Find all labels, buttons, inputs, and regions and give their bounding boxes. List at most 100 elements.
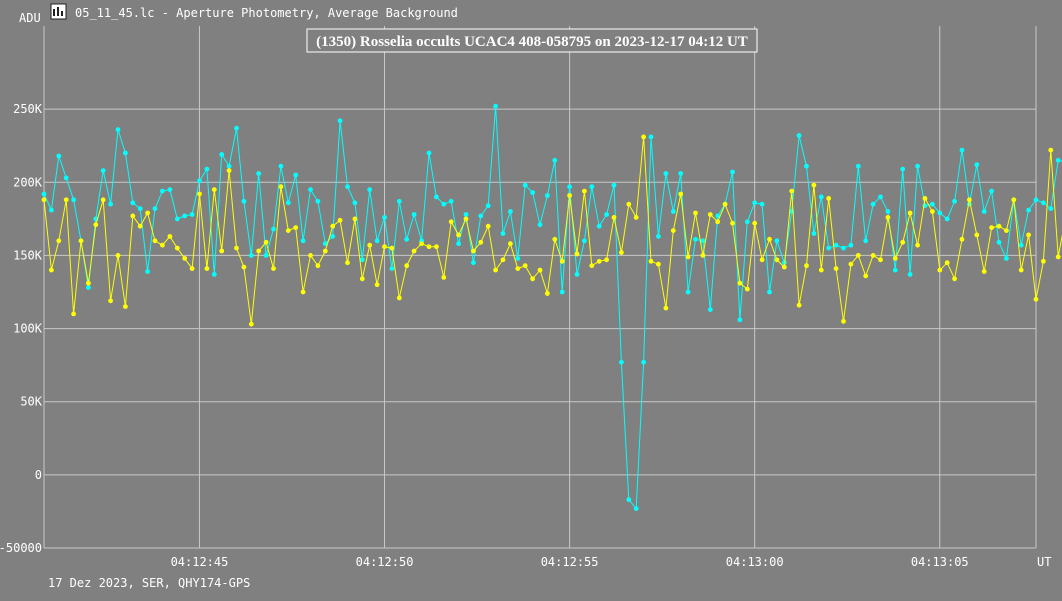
series-line [43, 136, 1062, 325]
data-point [485, 223, 491, 229]
data-point [700, 253, 706, 258]
data-point [241, 264, 247, 270]
data-point [493, 103, 498, 109]
data-point [71, 197, 76, 203]
series-0 [41, 103, 1062, 511]
data-point [86, 285, 91, 290]
data-point [278, 163, 284, 169]
y-tick-label: 200K [13, 175, 43, 189]
data-point [870, 201, 876, 207]
data-point [152, 238, 158, 244]
data-point [626, 497, 632, 503]
data-point [648, 134, 654, 140]
data-point [263, 239, 269, 245]
data-point [123, 150, 128, 156]
data-point [656, 261, 661, 267]
data-point [285, 200, 291, 206]
data-point [367, 242, 373, 248]
data-point [930, 209, 935, 214]
data-point [115, 127, 121, 132]
data-point [796, 133, 802, 138]
data-point [285, 228, 291, 234]
data-point [108, 298, 113, 304]
data-point [71, 311, 76, 317]
data-point [848, 261, 854, 267]
data-point [1018, 267, 1024, 273]
data-point [330, 223, 336, 229]
data-point [744, 286, 750, 292]
data-point [848, 242, 854, 248]
data-point [737, 280, 743, 286]
data-point [485, 203, 491, 209]
data-point [226, 168, 232, 174]
data-point [100, 168, 106, 174]
data-point [656, 234, 661, 239]
app-chart-icon[interactable] [50, 3, 67, 20]
data-point [478, 213, 484, 219]
data-point [818, 267, 824, 273]
data-point [567, 193, 572, 198]
data-point [974, 232, 980, 238]
data-point [41, 191, 47, 197]
data-point [404, 236, 410, 242]
data-point [78, 238, 84, 244]
data-point [434, 244, 439, 250]
data-point [211, 187, 217, 193]
data-point [796, 302, 802, 308]
data-point [996, 239, 1002, 245]
data-point [574, 272, 580, 277]
data-point [248, 321, 254, 327]
data-point [981, 209, 987, 214]
data-point [759, 257, 765, 263]
data-point [996, 223, 1002, 229]
data-point [456, 232, 461, 238]
data-point [1004, 228, 1009, 234]
data-point [530, 276, 535, 282]
data-point [448, 198, 454, 204]
data-point [508, 209, 513, 214]
data-point [234, 125, 239, 131]
data-point [604, 257, 609, 263]
data-point [456, 241, 461, 247]
data-point [604, 212, 609, 217]
data-point [263, 253, 269, 258]
data-point [434, 194, 439, 200]
data-point [826, 245, 832, 251]
data-point [707, 307, 713, 312]
data-point [641, 359, 646, 365]
data-point [167, 187, 173, 193]
data-point [596, 258, 602, 264]
data-point [359, 257, 365, 263]
data-point [767, 289, 772, 295]
data-point [41, 197, 47, 203]
data-point [685, 289, 691, 295]
data-point [382, 244, 387, 250]
data-point [219, 248, 225, 254]
data-point [863, 238, 869, 244]
y-tick-label: 150K [13, 248, 43, 262]
data-point [248, 253, 254, 258]
data-point [448, 219, 454, 225]
x-tick-label: 04:12:45 [171, 555, 229, 569]
y-tick-label: 50K [20, 395, 42, 409]
data-point [56, 153, 62, 159]
data-point [781, 264, 787, 270]
data-point [663, 305, 669, 311]
data-point [374, 238, 380, 244]
data-point [515, 266, 521, 271]
data-point [300, 238, 306, 244]
x-tick-label: 04:13:00 [726, 555, 784, 569]
data-point [211, 272, 217, 277]
data-point [944, 260, 950, 266]
data-point [892, 256, 898, 261]
data-point [1011, 197, 1017, 203]
data-point [892, 267, 898, 273]
data-point [174, 245, 180, 251]
data-point [952, 198, 957, 204]
data-point [382, 215, 387, 220]
data-point [641, 134, 646, 140]
data-point [774, 257, 780, 263]
data-point [167, 234, 173, 239]
x-tick-label: 04:12:55 [541, 555, 599, 569]
